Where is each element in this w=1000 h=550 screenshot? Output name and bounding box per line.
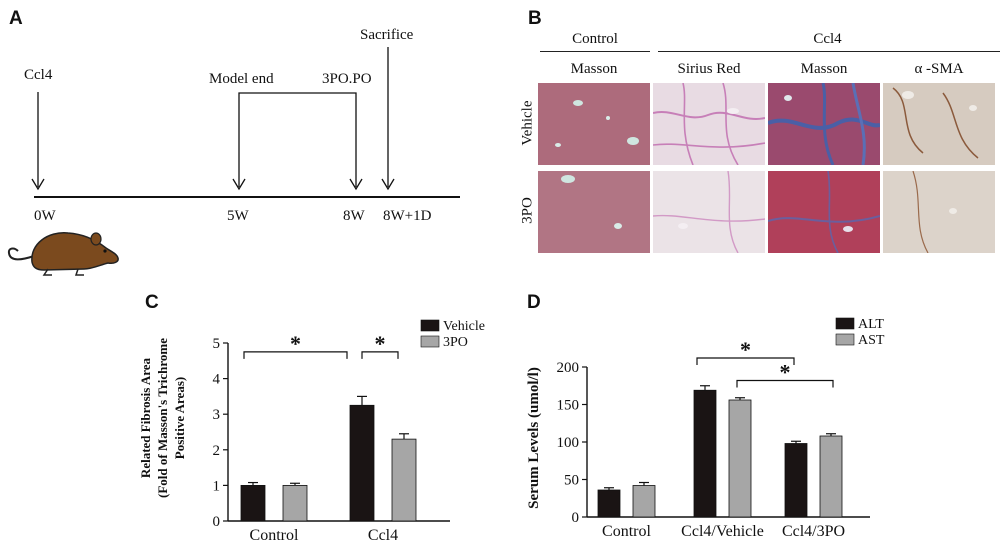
chart-d-category-label: Ccl4/Vehicle: [681, 523, 764, 540]
chart-d-y-tick-label: 0: [572, 510, 580, 526]
chart-c-y-tick-label: 4: [213, 372, 221, 388]
chart-d-bar: [693, 389, 717, 518]
chart-d-legend-label: AST: [858, 333, 885, 348]
chart-c-significance-bracket: [243, 351, 348, 359]
chart-c-y-tick-label: 3: [213, 407, 221, 423]
group-ccl4-rule: [658, 51, 1000, 52]
chart-d-ylabel: Serum Levels (umol/l): [526, 367, 542, 509]
chart-d-significance-star: *: [780, 360, 791, 385]
chart-c-significance-bracket: [361, 351, 399, 359]
micrograph-vehicle-ccl4-sma: [883, 83, 995, 165]
chart-c-bar: [282, 484, 308, 522]
chart-c-bar: [391, 438, 417, 522]
chart-d-bar: [819, 435, 843, 518]
stain-header-2: Sirius Red: [677, 61, 741, 77]
chart-c-category-label: Control: [250, 527, 299, 544]
chart-d-y-tick-label: 200: [557, 360, 580, 376]
time-5w: 5W: [227, 208, 249, 224]
chart-d-category-label: Ccl4/3PO: [782, 523, 845, 540]
chart-c-ylabel: Related Fibrosis Area (Fold of Masson's …: [138, 338, 187, 498]
chart-c-significance-star: *: [375, 331, 386, 356]
micrograph-3po-ccl4-masson: [768, 171, 880, 253]
panel-d-label: D: [527, 292, 541, 313]
chart-d-legend-swatch: [835, 317, 855, 330]
micrograph-vehicle-control-masson: [538, 83, 650, 165]
chart-d-y-tick-label: 150: [557, 398, 580, 414]
timeline-diagram: [31, 47, 460, 198]
chart-c-ylabel-line-3: Positive Areas): [172, 377, 187, 459]
chart-c-bar: [349, 404, 375, 522]
panel-a-label: A: [9, 8, 23, 29]
rat-icon: [7, 232, 119, 276]
stain-header-4: α -SMA: [914, 61, 964, 77]
chart-c-ylabel-line-1: Related Fibrosis Area: [138, 357, 153, 478]
chart-c-legend-label: Vehicle: [443, 319, 485, 334]
event-3po-label: 3PO.PO: [322, 71, 372, 87]
chart-c-y-tick-label: 5: [213, 336, 221, 352]
event-model-end-label: Model end: [209, 71, 274, 87]
micrograph-vehicle-ccl4-masson: [768, 83, 880, 165]
chart-fibrosis-area: Related Fibrosis Area (Fold of Masson's …: [138, 319, 485, 544]
chart-c-significance-star: *: [290, 331, 301, 356]
time-8w-1d: 8W+1D: [383, 208, 432, 224]
chart-c-y-tick-label: 2: [213, 443, 221, 459]
chart-c-legend-swatch: [420, 319, 440, 332]
chart-c-bar: [240, 484, 266, 522]
micrograph-3po-control-masson: [538, 171, 650, 253]
chart-c-ylabel-line-2: (Fold of Masson's Trichrome: [155, 338, 170, 498]
stain-header-3: Masson: [800, 61, 848, 77]
group-control-rule: [540, 51, 650, 52]
panel-c-label: C: [145, 292, 159, 313]
time-0w: 0W: [34, 208, 56, 224]
chart-c-legend-swatch: [420, 335, 440, 348]
chart-d-category-label: Control: [602, 523, 651, 540]
panel-b-label: B: [528, 8, 542, 29]
chart-d-significance-bracket: [696, 357, 795, 365]
chart-c-y-tick-label: 0: [213, 514, 221, 530]
chart-d-y-tick-label: 50: [564, 473, 579, 489]
group-ccl4-label: Ccl4: [813, 31, 842, 47]
chart-c-legend-label: 3PO: [443, 335, 468, 350]
chart-c-category-label: Ccl4: [368, 527, 398, 544]
chart-d-significance-bracket: [736, 379, 834, 388]
chart-d-significance-star: *: [740, 337, 751, 362]
event-ccl4-label: Ccl4: [24, 67, 53, 83]
chart-d-bar: [784, 443, 808, 518]
chart-d-bar: [597, 489, 621, 518]
chart-d-bar: [728, 399, 752, 518]
treatment-bracket: [238, 92, 357, 187]
chart-c-y-tick-label: 1: [213, 478, 221, 494]
micrograph-3po-ccl4-sma: [883, 171, 995, 253]
time-8w: 8W: [343, 208, 365, 224]
micrograph-3po-ccl4-sirius: [653, 171, 765, 253]
row-3po-label: 3PO: [519, 197, 536, 224]
event-sacrifice-label: Sacrifice: [360, 27, 414, 43]
micrograph-vehicle-ccl4-sirius: [653, 83, 765, 165]
group-control-label: Control: [572, 31, 618, 47]
chart-serum-levels: Serum Levels (umol/l) 0 50 100 150 200 Contro…: [526, 317, 885, 540]
row-vehicle-label: Vehicle: [519, 100, 536, 146]
chart-d-legend-label: ALT: [858, 317, 884, 332]
stain-header-1: Masson: [570, 61, 618, 77]
chart-d-bar: [632, 485, 656, 518]
chart-d-legend-swatch: [835, 333, 855, 346]
chart-d-y-tick-label: 100: [557, 435, 580, 451]
